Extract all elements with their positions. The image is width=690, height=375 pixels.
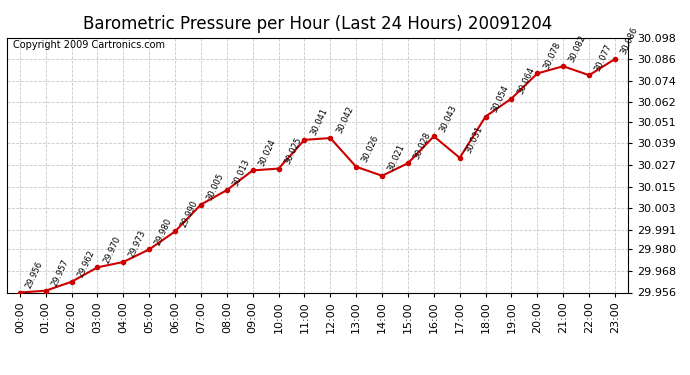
Text: 30.042: 30.042	[335, 105, 355, 135]
Text: 29.970: 29.970	[101, 234, 122, 265]
Text: 30.043: 30.043	[438, 103, 458, 134]
Text: 29.980: 29.980	[153, 216, 174, 247]
Text: 30.077: 30.077	[593, 42, 614, 72]
Text: Barometric Pressure per Hour (Last 24 Hours) 20091204: Barometric Pressure per Hour (Last 24 Ho…	[83, 15, 552, 33]
Text: 30.026: 30.026	[360, 134, 381, 164]
Text: 30.064: 30.064	[515, 66, 536, 96]
Text: 30.005: 30.005	[205, 172, 226, 202]
Text: 29.990: 29.990	[179, 199, 199, 229]
Text: 29.962: 29.962	[76, 249, 96, 279]
Text: 30.078: 30.078	[542, 40, 562, 70]
Text: 29.956: 29.956	[24, 260, 44, 290]
Text: 29.957: 29.957	[50, 258, 70, 288]
Text: 30.041: 30.041	[308, 107, 329, 137]
Text: Copyright 2009 Cartronics.com: Copyright 2009 Cartronics.com	[13, 40, 165, 50]
Text: 30.054: 30.054	[490, 84, 510, 114]
Text: 30.082: 30.082	[567, 33, 588, 63]
Text: 29.973: 29.973	[128, 229, 148, 259]
Text: 30.028: 30.028	[412, 130, 433, 160]
Text: 30.086: 30.086	[619, 26, 640, 56]
Text: 30.021: 30.021	[386, 143, 406, 173]
Text: 30.031: 30.031	[464, 125, 484, 155]
Text: 30.024: 30.024	[257, 138, 277, 168]
Text: 30.025: 30.025	[283, 136, 303, 166]
Text: 30.013: 30.013	[231, 157, 251, 188]
